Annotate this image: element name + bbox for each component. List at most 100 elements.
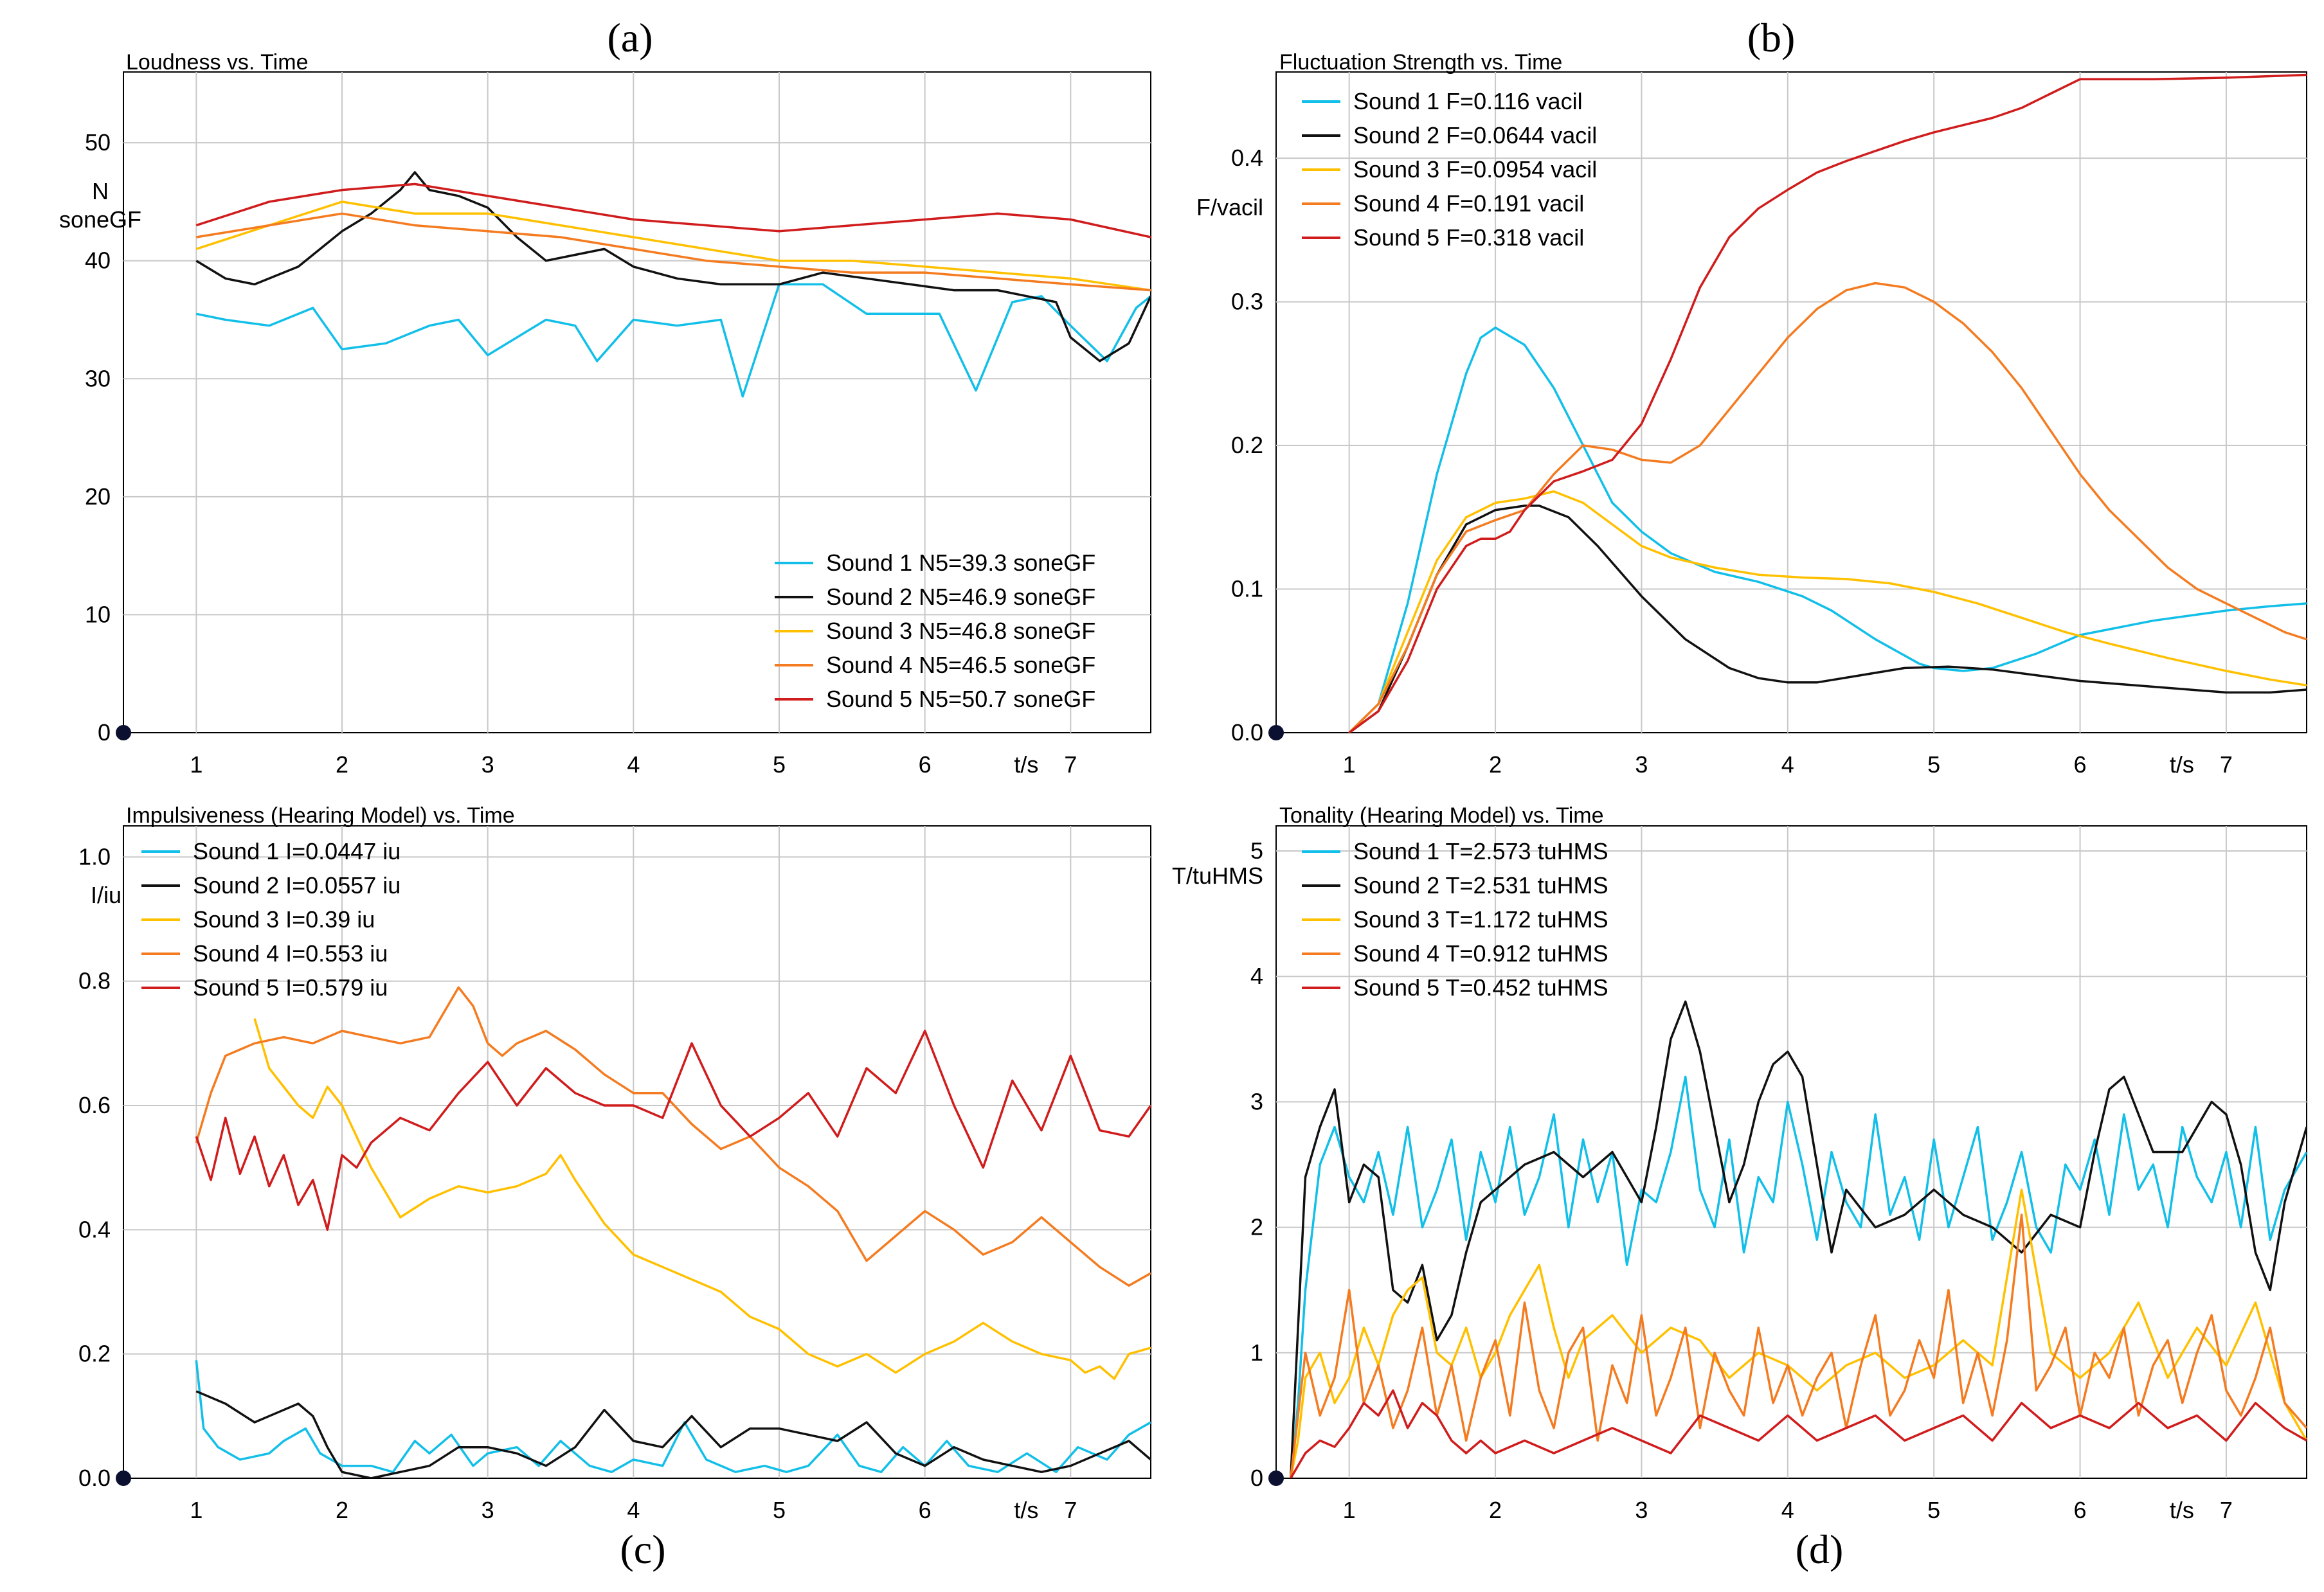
x-tick-label: 6 (2074, 751, 2087, 778)
chart-title: Fluctuation Strength vs. Time (1279, 50, 1562, 75)
legend-entry: Sound 4 I=0.553 iu (193, 940, 388, 967)
y-tick-label: 3 (1250, 1088, 1263, 1114)
chart-panel-c: (c) Impulsiveness (Hearing Model) vs. Tim… (78, 803, 1151, 1572)
series-line-sound-1 (195, 283, 1151, 398)
legend: Sound 1 F=0.116 vacil Sound 2 F=0.0644 va… (1302, 88, 1597, 251)
legend-entry: Sound 3 N5=46.8 soneGF (826, 618, 1095, 644)
legend-entry: Sound 5 N5=50.7 soneGF (826, 686, 1095, 712)
y-tick-label: 50 (85, 129, 111, 156)
x-tick-label: 2 (336, 751, 348, 778)
legend-entry: Sound 2 F=0.0644 vacil (1353, 122, 1597, 148)
x-tick-label: 5 (773, 1497, 786, 1523)
y-tick-label: 4 (1250, 963, 1263, 989)
x-tick-label: 1 (190, 751, 203, 778)
y-tick-label: 5 (1250, 837, 1263, 864)
y-tick-label: 2 (1250, 1214, 1263, 1240)
legend-entry: Sound 3 T=1.172 tuHMS (1353, 906, 1608, 933)
panel-label: (b) (1747, 15, 1796, 60)
y-tick-label: 0 (98, 719, 111, 746)
x-tick-label: 6 (919, 751, 932, 778)
chart-panel-b: (b) Fluctuation Strength vs. Time 1 2 3 4 5 6 7t… (1196, 15, 2307, 778)
x-tick-label: 5 (1927, 751, 1940, 778)
x-tick-label: 4 (1781, 1497, 1794, 1523)
series-line-sound-5 (195, 1030, 1151, 1231)
legend-entry: Sound 5 F=0.318 vacil (1353, 224, 1584, 251)
series-line-sound-3 (1348, 490, 2307, 733)
x-tick-label: 4 (627, 1497, 640, 1523)
legend-entry: Sound 4 N5=46.5 soneGF (826, 652, 1095, 678)
series-line-sound-5 (195, 183, 1151, 238)
x-tick-label: 1 (1343, 751, 1356, 778)
y-axis-label: T/tuHMS (1172, 863, 1263, 889)
y-tick-label: 0.6 (78, 1092, 111, 1118)
y-axis-label: F/vacil (1196, 194, 1263, 220)
y-tick-label: 0.8 (78, 968, 111, 994)
origin-marker (1268, 725, 1284, 740)
y-axis-label-line: soneGF (59, 206, 141, 233)
x-tick-label: 2 (336, 1497, 348, 1523)
y-tick-label: 0.1 (1231, 576, 1263, 602)
y-tick-label: 0.4 (1231, 145, 1263, 171)
y-tick-label: 0.2 (78, 1341, 111, 1367)
x-tick-label: 2 (1489, 1497, 1502, 1523)
series-line-sound-1 (1348, 326, 2307, 733)
y-axis-label-line: N (92, 178, 109, 204)
series-line-sound-4 (195, 986, 1151, 1287)
series-line-sound-1 (1289, 1075, 2307, 1478)
legend-entry: Sound 5 I=0.579 iu (193, 974, 388, 1001)
x-tick-label: 1 (1343, 1497, 1356, 1523)
series-line-sound-1 (195, 1360, 1151, 1474)
y-tick-label: 0.0 (1231, 719, 1263, 746)
y-tick-label: 10 (85, 601, 111, 627)
legend-entry: Sound 2 N5=46.9 soneGF (826, 584, 1095, 610)
legend: Sound 1 N5=39.3 soneGF Sound 2 N5=46.9 so… (775, 550, 1095, 712)
legend: Sound 1 I=0.0447 iu Sound 2 I=0.0557 iu So… (141, 838, 401, 1001)
series-line-sound-4 (1348, 282, 2307, 733)
series-line-sound-3 (253, 1018, 1151, 1381)
series-line-sound-2 (1348, 505, 2307, 733)
legend-entry: Sound 1 N5=39.3 soneGF (826, 550, 1095, 576)
legend-entry: Sound 5 T=0.452 tuHMS (1353, 974, 1608, 1001)
legend-entry: Sound 2 I=0.0557 iu (193, 872, 401, 899)
x-tick-label: 7 (2220, 751, 2233, 778)
panel-label: (c) (620, 1526, 665, 1572)
x-tick-label: 6 (2074, 1497, 2087, 1523)
x-tick-label: 7 (1064, 751, 1077, 778)
chart-panel-a: (a) Loudness vs. Time 1 2 3 4 5 6 7 t/s 0 10 20 30 40 5… (59, 15, 1151, 778)
chart-title: Tonality (Hearing Model) vs. Time (1279, 803, 1604, 828)
y-tick-label: 1 (1250, 1339, 1263, 1366)
x-tick-label: 6 (919, 1497, 932, 1523)
plot-frame (123, 71, 1151, 733)
x-tick-label: 7 (2220, 1497, 2233, 1523)
series-line-sound-3 (195, 201, 1151, 292)
y-tick-label: 1.0 (78, 843, 111, 870)
legend-entry: Sound 2 T=2.531 tuHMS (1353, 872, 1608, 899)
chart-title: Impulsiveness (Hearing Model) vs. Time (126, 803, 515, 828)
series-line-sound-2 (1289, 1000, 2307, 1478)
plot-frame (1275, 71, 2307, 733)
legend-entry: Sound 3 F=0.0954 vacil (1353, 156, 1597, 183)
legend: Sound 1 T=2.573 tuHMS Sound 2 T=2.531 tuH… (1302, 838, 1608, 1001)
y-tick-label: 20 (85, 483, 111, 510)
chart-title: Loudness vs. Time (126, 50, 308, 75)
y-axis-label: I/iu (91, 882, 122, 908)
series-line-sound-4 (196, 212, 1151, 292)
x-tick-label: 3 (482, 1497, 494, 1523)
series-line-sound-2 (195, 171, 1151, 362)
x-tick-label: 3 (1635, 751, 1648, 778)
x-axis-label: t/s (1014, 751, 1038, 778)
origin-marker (1268, 1471, 1284, 1486)
y-tick-label: 0.0 (78, 1465, 111, 1491)
legend-entry: Sound 1 I=0.0447 iu (193, 838, 401, 864)
series-line-sound-5 (1348, 73, 2307, 733)
panel-label: (d) (1796, 1526, 1844, 1572)
legend-entry: Sound 4 T=0.912 tuHMS (1353, 940, 1608, 967)
y-tick-label: 40 (85, 247, 111, 274)
x-tick-label: 5 (773, 751, 786, 778)
origin-marker (116, 1471, 131, 1486)
plot-frame (123, 825, 1151, 1479)
x-tick-label: 4 (627, 751, 640, 778)
series-line-sound-3 (1289, 1188, 2307, 1478)
